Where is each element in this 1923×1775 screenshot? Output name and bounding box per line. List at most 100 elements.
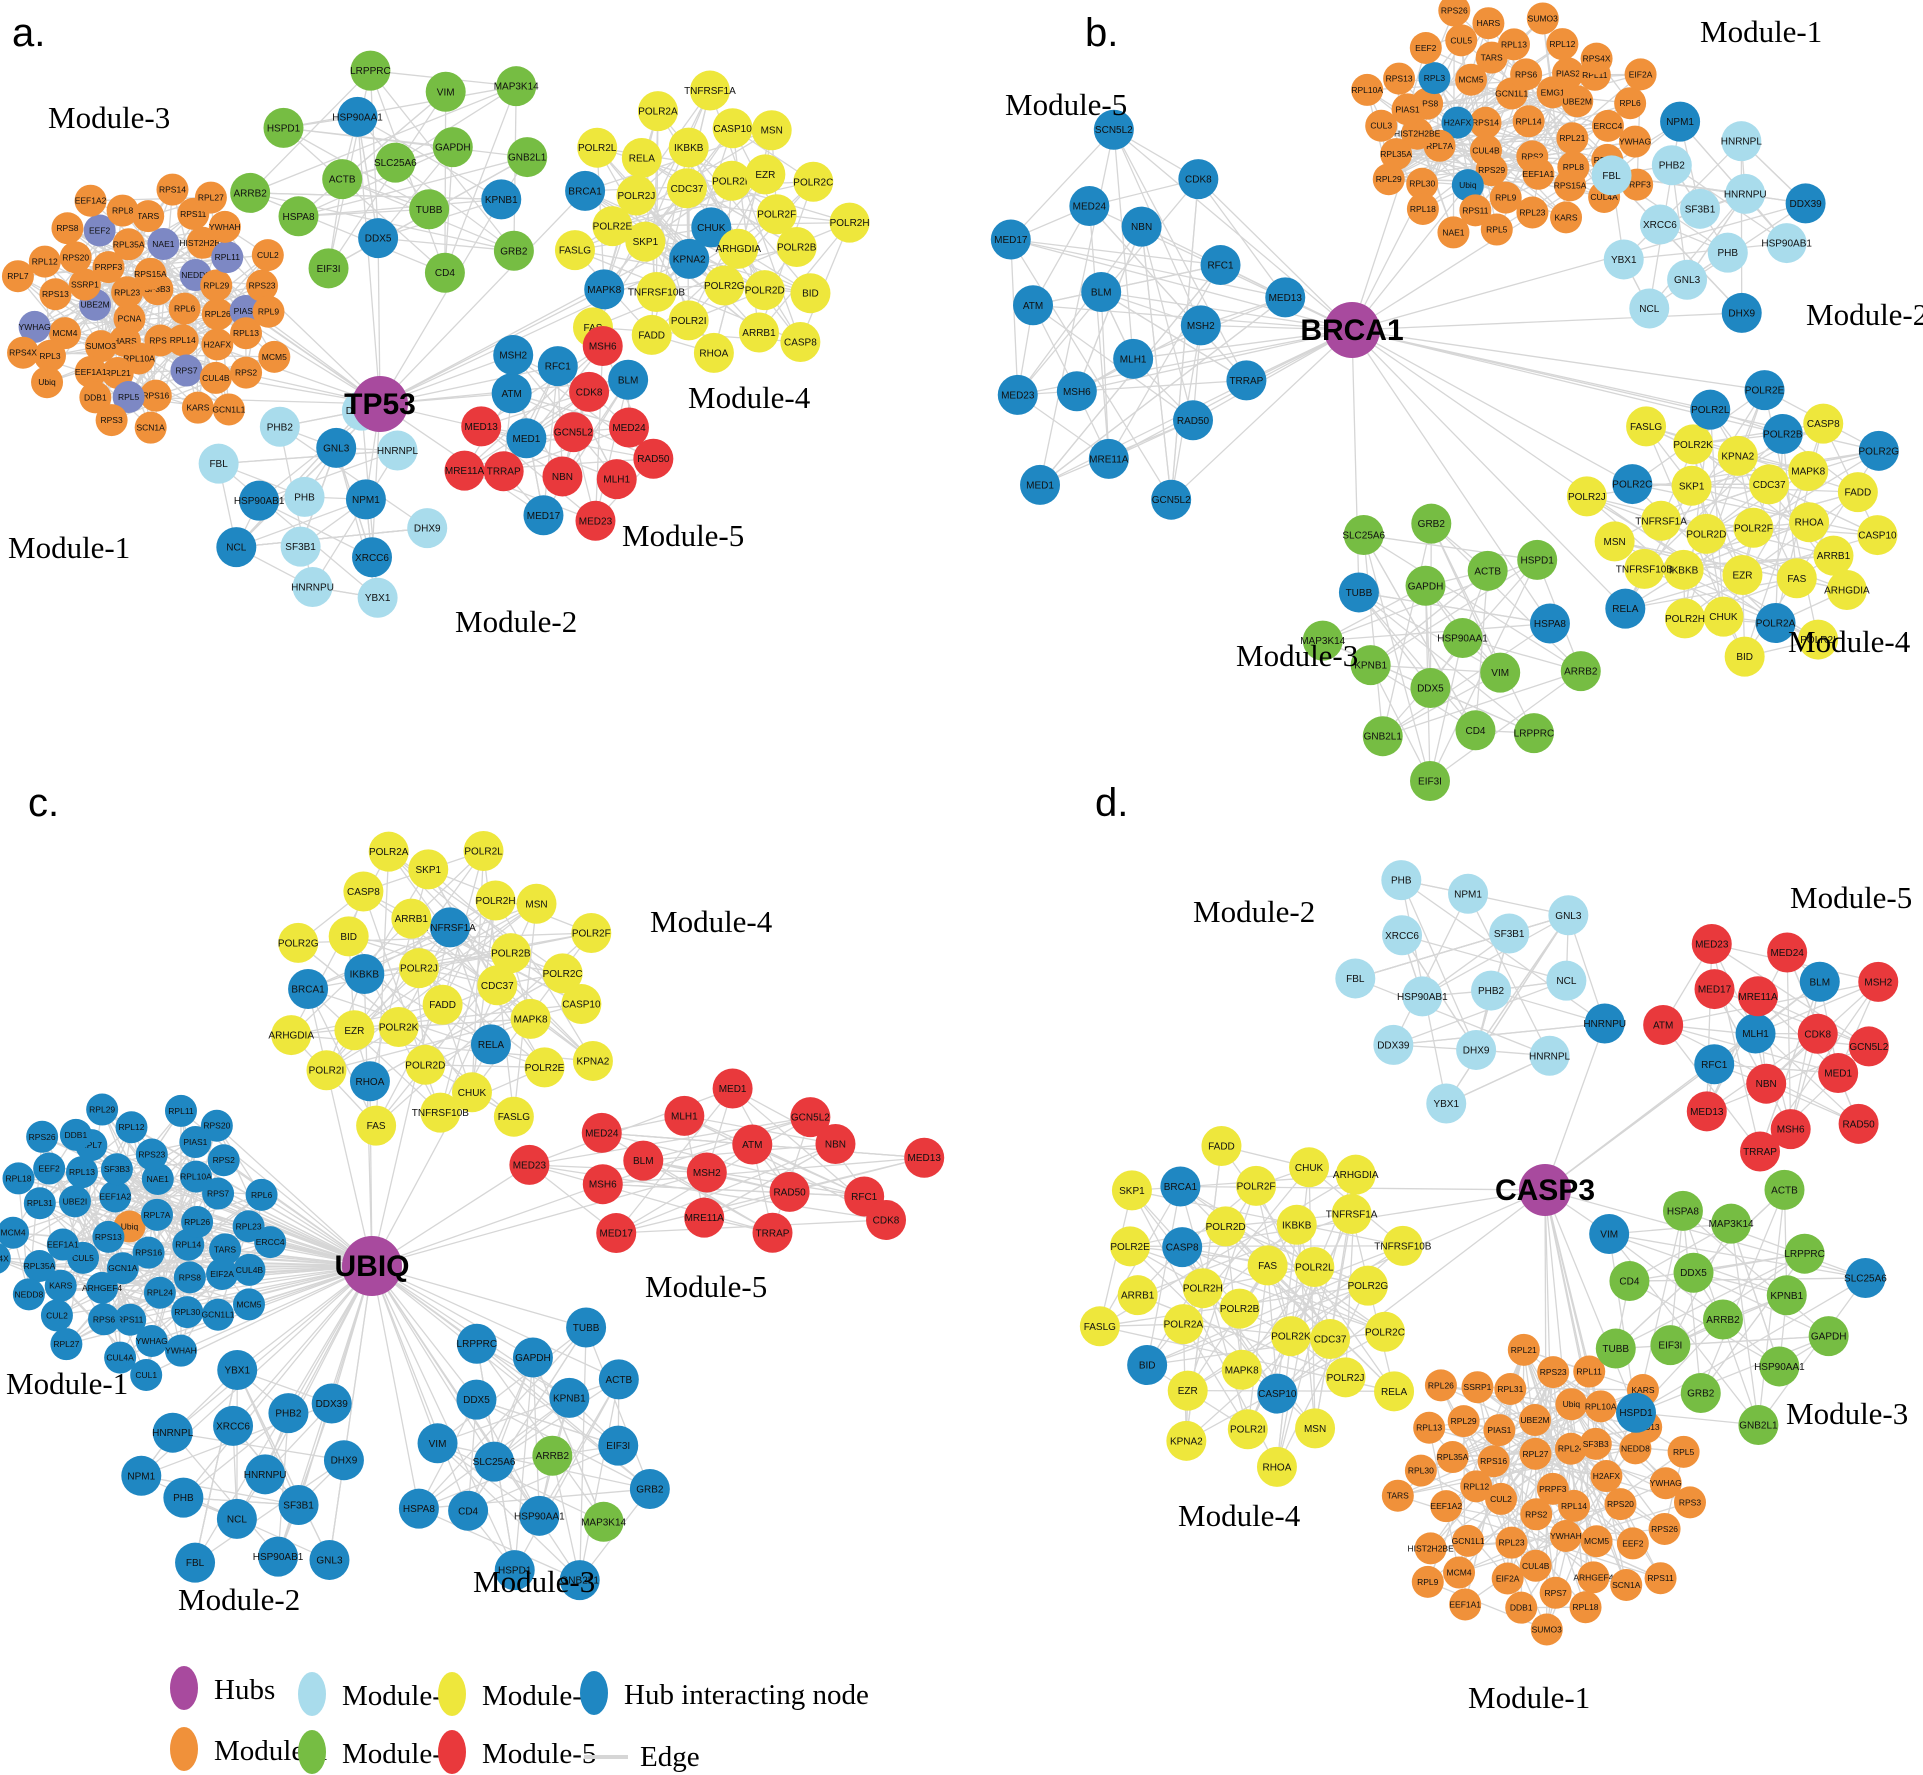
node-label: TRRAP	[487, 467, 521, 478]
node-med24	[608, 407, 649, 448]
node-rpl29	[86, 1093, 119, 1126]
node-kpna2	[572, 1040, 613, 1081]
node-label: YWHAH	[1550, 1531, 1582, 1541]
node-ubiq	[31, 366, 64, 399]
node-label: RPL6	[251, 1190, 273, 1200]
node-label: NBN	[1756, 1079, 1777, 1090]
node-label: SF3B1	[1494, 929, 1525, 940]
node-label: HNRNPU	[244, 1470, 287, 1481]
edge	[1609, 1233, 1866, 1279]
node-slc25a6	[1343, 515, 1384, 556]
hub-node-tp53	[352, 376, 408, 432]
node-ubiq	[1451, 169, 1484, 202]
module-label-module-1: Module-1	[1468, 1680, 1590, 1715]
node-label: NEDD8	[181, 270, 210, 280]
node-label: HARS	[113, 336, 137, 346]
edge	[585, 1327, 651, 1490]
node-sumo3	[1526, 2, 1559, 35]
node-kars	[44, 1269, 77, 1302]
module-label-module-4: Module-4	[1178, 1498, 1301, 1533]
module-label-module-2: Module-2	[1193, 894, 1315, 929]
node-slc25a6	[1845, 1258, 1886, 1299]
node-label: FASLG	[1630, 422, 1662, 433]
node-label: SCN1A	[1612, 1580, 1641, 1590]
node-faslg	[493, 1096, 534, 1137]
node-ywhag	[1619, 125, 1652, 158]
edge	[279, 426, 428, 529]
node-tnfrsf10b	[636, 272, 677, 313]
node-label: RPL18	[1573, 1602, 1599, 1612]
node-label: HNRNPL	[1529, 1051, 1571, 1062]
nodes-layer: SLC25A6 TUBB ACTB GAPDH DDX5 HSP90AA1 KPNB1 HSP…	[0, 0, 1899, 1646]
node-label: MED24	[1770, 948, 1804, 959]
node-label: HIST2H2BE	[1407, 1543, 1454, 1553]
edge	[464, 345, 604, 472]
node-med13	[1265, 277, 1306, 318]
node-label: RPS16	[1480, 1456, 1507, 1466]
node-label: FADD	[1208, 1141, 1235, 1152]
node-actb	[1467, 550, 1508, 591]
node-rpl27	[1519, 1437, 1552, 1470]
edge	[1535, 1453, 1665, 1530]
node-label: DHX9	[414, 524, 441, 535]
node-label: DDX5	[1417, 684, 1444, 695]
node-mcm5	[258, 340, 291, 373]
node-label: POLR2C	[543, 969, 583, 980]
node-cd4	[424, 252, 465, 293]
node-label: POLR2B	[491, 949, 531, 960]
node-label: RPL23	[1519, 207, 1545, 217]
edge	[394, 162, 515, 252]
node-grb2	[629, 1468, 670, 1509]
node-cdc37	[477, 965, 518, 1006]
node-rhoa	[693, 332, 734, 373]
node-polr2i	[306, 1050, 347, 1091]
node-vim	[425, 71, 466, 112]
node-polr2h	[475, 880, 516, 921]
node-label: EZR	[1732, 571, 1752, 582]
node-polr2k	[1270, 1316, 1311, 1357]
node-label: ARRB2	[536, 1451, 570, 1462]
node-polr2d	[1205, 1206, 1246, 1247]
edge	[1010, 239, 1172, 501]
node-label: GNB2L1	[1739, 1420, 1778, 1431]
node-label: POLR2I	[1800, 635, 1836, 646]
node-gnl3	[309, 1539, 350, 1580]
node-mcm4	[1443, 1556, 1476, 1589]
node-scn1a	[1610, 1568, 1643, 1601]
node-rpl35a	[1380, 138, 1413, 171]
node-map3k14	[1302, 620, 1343, 661]
node-label: FBL	[209, 459, 228, 470]
node-mcm5	[232, 1288, 265, 1321]
node-cdc37	[666, 168, 707, 209]
node-kars	[1550, 201, 1583, 234]
node-fas	[356, 1105, 397, 1146]
legend-swatch-m3	[298, 1730, 326, 1774]
node-med13	[904, 1137, 945, 1178]
node-label: YBX1	[224, 1366, 250, 1377]
node-arrb2	[532, 1435, 573, 1476]
node-label: NPM1	[127, 1471, 155, 1482]
node-gnb2l1	[1738, 1404, 1779, 1445]
node-blm	[623, 1140, 664, 1181]
node-mre11a	[684, 1197, 725, 1238]
node-label: CDC37	[481, 981, 514, 992]
node-ddb1	[79, 381, 112, 414]
hub-edge	[307, 988, 373, 1267]
node-label: RPL6	[174, 304, 196, 314]
node-label: FAS	[367, 1121, 386, 1132]
node-eef2	[1409, 31, 1442, 64]
node-label: DHX9	[1728, 308, 1755, 319]
node-polr2j	[398, 948, 439, 989]
node-nbn	[1746, 1063, 1787, 1104]
node-label: MAPK8	[1225, 1365, 1259, 1376]
node-label: RPS26	[29, 1132, 56, 1142]
node-label: POLR2F	[1734, 523, 1773, 534]
node-rps20	[59, 241, 92, 274]
node-label: CASP10	[713, 124, 752, 135]
node-med23	[575, 500, 616, 541]
node-cdc37	[1310, 1319, 1351, 1360]
node-nae1	[141, 1162, 174, 1195]
node-label: HSP90AA1	[1754, 1362, 1805, 1373]
node-label: NBN	[1131, 222, 1152, 233]
node-ikbkb	[344, 953, 385, 994]
